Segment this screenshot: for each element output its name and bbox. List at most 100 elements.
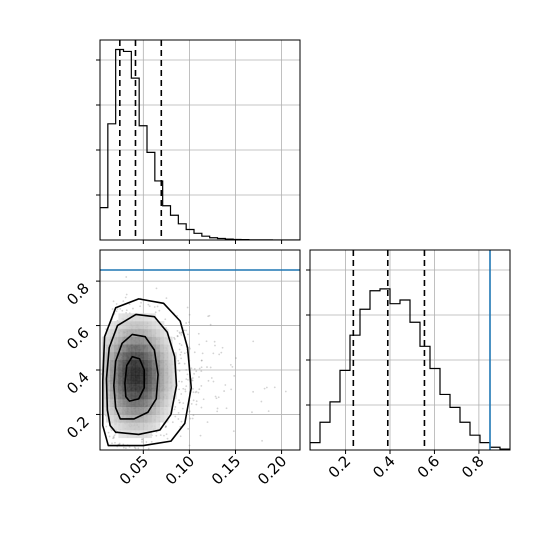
density-block [147, 430, 152, 439]
scatter-point [158, 309, 161, 312]
scatter-point [186, 333, 189, 336]
scatter-ytick-label-3: 0.8 [63, 279, 93, 309]
scatter-point [178, 380, 181, 383]
scatter-point [230, 388, 233, 391]
scatter-point [183, 362, 186, 365]
scatter-point [181, 407, 184, 410]
scatter-point [217, 396, 220, 399]
density-block [105, 344, 111, 353]
scatter-point [188, 410, 191, 413]
scatter-point [113, 436, 115, 439]
scatter-point [263, 387, 266, 390]
scatter-point [206, 366, 208, 368]
scatter-point [164, 426, 167, 429]
density-block [114, 321, 119, 330]
scatter-point [178, 369, 181, 372]
density-block [118, 375, 123, 384]
density-block [118, 391, 123, 400]
density-block [155, 383, 161, 392]
scatter-point [192, 414, 195, 417]
density-block [164, 383, 169, 392]
scatter-point [114, 432, 117, 435]
density-block [126, 344, 132, 353]
density-block [122, 360, 128, 369]
density-block [105, 375, 111, 384]
scatter-point [145, 441, 148, 443]
density-block [101, 391, 107, 400]
density-block [147, 367, 152, 376]
scatter-point [224, 384, 227, 386]
density-block [159, 367, 165, 376]
density-block [130, 360, 136, 369]
density-block [151, 328, 157, 337]
density-block [151, 367, 157, 376]
density-block [159, 328, 165, 337]
density-block [135, 352, 140, 361]
scatter-point [200, 370, 203, 372]
hist-p2-xtick-label-3: 0.8 [458, 452, 488, 482]
scatter-point [197, 332, 200, 335]
scatter-point [124, 459, 126, 461]
scatter-point [235, 357, 237, 359]
scatter-point [155, 434, 158, 437]
density-block [122, 398, 128, 407]
scatter-point [188, 410, 191, 412]
density-block [143, 336, 148, 345]
density-block [151, 321, 157, 330]
scatter-point [273, 386, 276, 389]
density-block [126, 336, 132, 345]
scatter-point [128, 303, 131, 305]
scatter-point [221, 346, 224, 349]
density-block [105, 328, 111, 337]
scatter-point [231, 365, 234, 368]
scatter-point [195, 400, 198, 403]
scatter-point [113, 434, 116, 437]
scatter-ytick-label-2: 0.6 [63, 324, 93, 354]
scatter-point [215, 397, 218, 400]
density-block [130, 398, 136, 407]
scatter-point [191, 379, 194, 382]
density-block [147, 414, 152, 423]
density-block [151, 391, 157, 400]
density-block [135, 328, 140, 337]
scatter-point [205, 340, 208, 343]
density-block [110, 367, 115, 376]
density-block [155, 344, 161, 353]
density-block [118, 422, 123, 431]
density-block [126, 321, 132, 330]
scatter-point [153, 306, 156, 308]
density-block [155, 406, 161, 415]
scatter-point [261, 439, 263, 442]
density-block [118, 352, 123, 361]
scatter-point [141, 438, 143, 441]
scatter-point [180, 357, 183, 360]
density-block [122, 313, 128, 322]
density-block [110, 375, 115, 384]
scatter-point [180, 333, 183, 336]
density-block [122, 422, 128, 431]
scatter-point [180, 380, 183, 383]
scatter-point [165, 425, 167, 428]
scatter-point [200, 366, 203, 369]
scatter-point [214, 395, 217, 398]
scatter-point [123, 503, 125, 505]
density-block [164, 336, 169, 345]
density-block [105, 398, 111, 407]
density-block [164, 398, 169, 407]
density-block [168, 375, 173, 384]
scatter-point [147, 303, 150, 306]
density-block [130, 336, 136, 345]
density-block [135, 398, 140, 407]
scatter-point [155, 287, 158, 290]
scatter-point [178, 399, 180, 402]
scatter-point [173, 408, 176, 411]
density-block [126, 313, 132, 322]
density-blocks [101, 313, 177, 439]
density-block [135, 391, 140, 400]
scatter-point [107, 431, 110, 434]
scatter-point [136, 450, 138, 452]
scatter-point [207, 379, 210, 382]
scatter-point [177, 359, 180, 362]
scatter-point [184, 388, 187, 391]
density-block [130, 344, 136, 353]
